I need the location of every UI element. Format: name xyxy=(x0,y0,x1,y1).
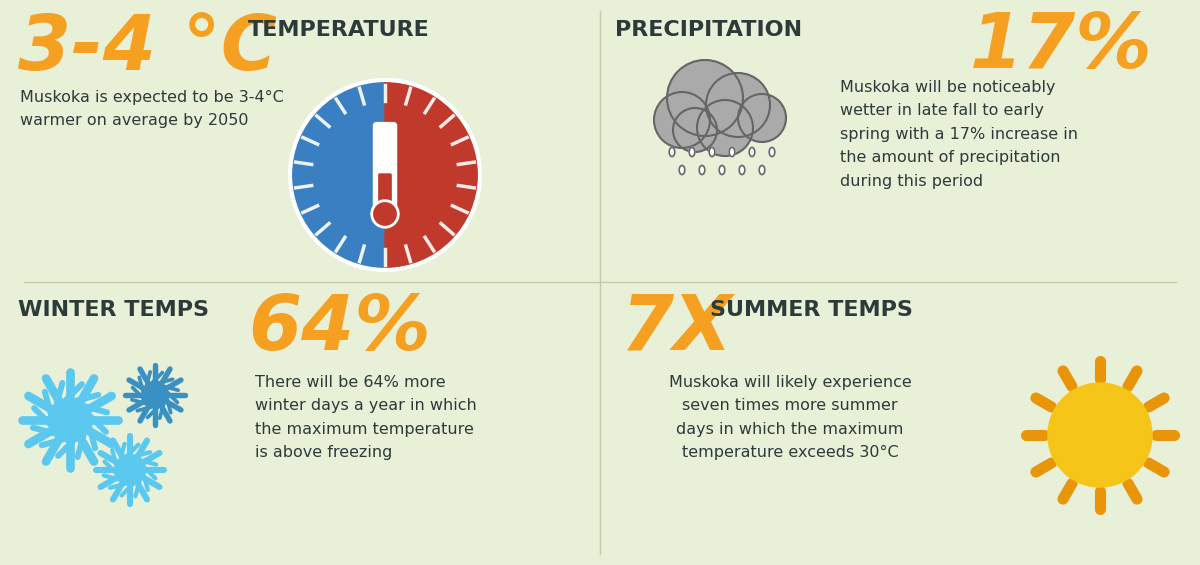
Ellipse shape xyxy=(689,147,695,157)
Circle shape xyxy=(654,92,710,148)
Text: WINTER TEMPS: WINTER TEMPS xyxy=(18,300,209,320)
Text: Muskoka will be noticeably
wetter in late fall to early
spring with a 17% increa: Muskoka will be noticeably wetter in lat… xyxy=(840,80,1078,189)
Circle shape xyxy=(706,73,770,137)
Ellipse shape xyxy=(700,166,704,175)
Text: PRECIPITATION: PRECIPITATION xyxy=(616,20,802,40)
Ellipse shape xyxy=(679,166,685,175)
Ellipse shape xyxy=(719,166,725,175)
Text: SUMMER TEMPS: SUMMER TEMPS xyxy=(710,300,913,320)
Text: There will be 64% more
winter days a year in which
the maximum temperature
is ab: There will be 64% more winter days a yea… xyxy=(256,375,476,460)
Ellipse shape xyxy=(769,147,775,157)
Wedge shape xyxy=(385,80,480,270)
Text: 7X: 7X xyxy=(620,292,732,366)
Circle shape xyxy=(1048,383,1152,487)
Ellipse shape xyxy=(670,147,674,157)
Circle shape xyxy=(697,100,754,156)
Circle shape xyxy=(290,80,480,270)
Text: 17%: 17% xyxy=(970,10,1153,84)
Circle shape xyxy=(667,60,743,136)
FancyBboxPatch shape xyxy=(379,174,391,206)
Circle shape xyxy=(738,94,786,142)
Ellipse shape xyxy=(760,166,764,175)
Ellipse shape xyxy=(749,147,755,157)
Text: 3-4 °C: 3-4 °C xyxy=(18,12,277,86)
Text: Muskoka will likely experience
seven times more summer
days in which the maximum: Muskoka will likely experience seven tim… xyxy=(668,375,911,460)
Circle shape xyxy=(673,108,718,152)
Ellipse shape xyxy=(709,147,715,157)
Text: TEMPERATURE: TEMPERATURE xyxy=(248,20,430,40)
Ellipse shape xyxy=(730,147,734,157)
Circle shape xyxy=(373,202,397,227)
FancyBboxPatch shape xyxy=(373,123,396,208)
Text: 64%: 64% xyxy=(248,292,431,366)
Text: Muskoka is expected to be 3-4°C
warmer on average by 2050: Muskoka is expected to be 3-4°C warmer o… xyxy=(20,90,283,128)
Ellipse shape xyxy=(739,166,745,175)
